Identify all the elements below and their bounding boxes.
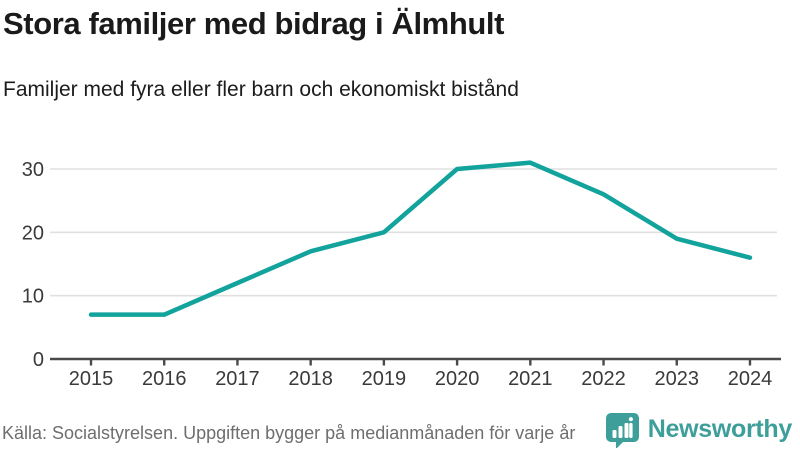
y-axis-tick-label: 30 [22, 159, 44, 181]
x-axis-tick-label: 2024 [728, 368, 773, 390]
newsworthy-bar-chart-speech-bubble-icon [605, 413, 639, 448]
x-axis-tick-label: 2016 [142, 368, 187, 390]
x-axis-tick-label: 2021 [508, 368, 553, 390]
x-axis-tick-label: 2015 [69, 368, 114, 390]
footer: Källa: Socialstyrelsen. Uppgiften bygger… [0, 404, 800, 450]
x-axis-tick-label: 2020 [435, 368, 480, 390]
x-axis-tick-label: 2019 [362, 368, 407, 390]
newsworthy-logo-text: Newsworthy [647, 414, 793, 443]
y-axis-tick-label: 0 [33, 349, 44, 371]
y-axis-tick-label: 10 [22, 286, 44, 308]
source-note: Källa: Socialstyrelsen. Uppgiften bygger… [2, 423, 576, 443]
x-axis-tick-label: 2022 [581, 368, 626, 390]
x-axis-tick-label: 2017 [215, 368, 260, 390]
page-title: Stora familjer med bidrag i Älmhult [3, 6, 505, 41]
data-line-series [88, 160, 753, 317]
newsworthy-logo: Newsworthy [603, 410, 792, 448]
line-chart-plot-area: 0 10 20 30 2015 2016 2017 2018 2019 2020 2021 2022 2… [22, 159, 781, 390]
y-axis-tick-label: 20 [22, 222, 44, 244]
x-axis-tick-label: 2023 [655, 368, 700, 390]
x-axis-tick-label: 2018 [288, 368, 333, 390]
chart-subtitle: Familjer med fyra eller fler barn och ek… [3, 78, 519, 101]
